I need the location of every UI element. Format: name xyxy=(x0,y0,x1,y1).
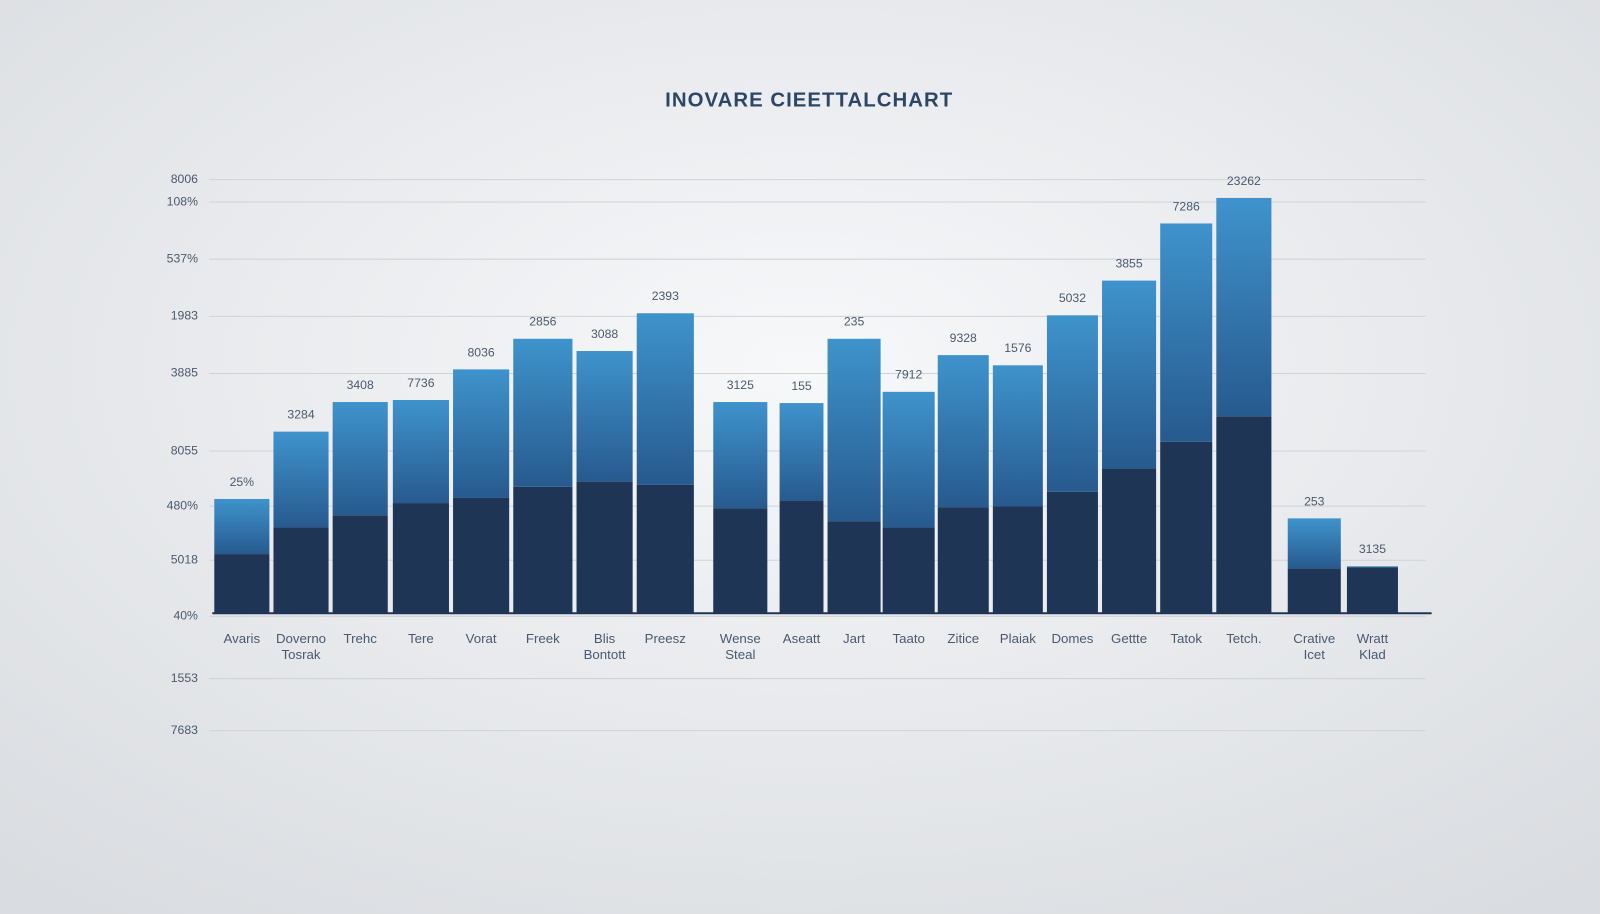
bar-segment xyxy=(882,391,935,528)
bar-segment xyxy=(392,399,449,504)
bar-segment xyxy=(827,338,881,522)
bar-segment xyxy=(713,402,768,509)
x-tick-label: Plaiak xyxy=(1000,630,1036,645)
x-tick-label: Crative Icet xyxy=(1293,630,1335,661)
data-label: 2856 xyxy=(529,315,556,329)
data-label: 7912 xyxy=(895,368,922,382)
x-tick-label: Tatok xyxy=(1170,630,1202,645)
x-tick-label: Wratt Klad xyxy=(1357,630,1389,661)
x-tick-label: Zitice xyxy=(947,630,979,645)
bar-segment xyxy=(1216,197,1272,417)
x-tick-label: Jart xyxy=(843,630,865,645)
bar-segment xyxy=(273,431,329,528)
data-label: 7736 xyxy=(407,376,434,390)
bar-segment xyxy=(1287,568,1341,614)
bar-segment xyxy=(1102,280,1157,469)
bar-segment xyxy=(273,527,329,614)
data-label: 3284 xyxy=(287,408,314,422)
bar-segment xyxy=(937,355,989,508)
data-label: 1576 xyxy=(1004,341,1031,355)
bar-segment xyxy=(992,506,1043,614)
bar-segment xyxy=(1046,315,1098,492)
y-tick-label: 8006 xyxy=(171,172,198,186)
bar-segment xyxy=(779,501,824,614)
x-tick-label: Aseatt xyxy=(783,630,821,645)
bar-segment xyxy=(1346,566,1398,568)
x-tick-label: Gettte xyxy=(1111,630,1147,645)
bar-segment xyxy=(1287,518,1341,569)
x-tick-label: Tere xyxy=(408,630,434,645)
bar-segment xyxy=(882,527,935,614)
data-label: 23262 xyxy=(1227,174,1261,188)
data-label: 3135 xyxy=(1359,542,1386,556)
y-tick-label: 7683 xyxy=(171,723,198,737)
bar-segment xyxy=(513,338,573,487)
data-label: 25% xyxy=(230,475,255,489)
x-tick-label: Vorat xyxy=(466,630,497,645)
y-tick-label: 1553 xyxy=(171,671,198,685)
bar-segment xyxy=(827,521,881,614)
y-tick-label: 480% xyxy=(167,498,198,512)
data-label: 3088 xyxy=(591,327,618,341)
bar-segment xyxy=(1102,468,1157,614)
bar-segment xyxy=(332,515,388,614)
plot: INOVARE CIEETTALCHART 8006 108% 537% 1983 38… xyxy=(167,89,1432,737)
data-label: 253 xyxy=(1304,494,1325,508)
data-label: 2393 xyxy=(652,289,679,303)
y-tick-label: 40% xyxy=(173,609,198,623)
x-tick-label: Tetch. xyxy=(1226,630,1261,645)
y-tick-label: 537% xyxy=(167,251,198,265)
y-tick-label: 1983 xyxy=(171,309,198,323)
bar-segment xyxy=(1216,416,1272,614)
x-tick-label: Blis Bontott xyxy=(584,630,626,661)
bar-segment xyxy=(453,369,510,498)
bar-segment xyxy=(453,497,510,614)
y-tick-label: 5018 xyxy=(171,552,198,566)
bar-segment xyxy=(214,498,270,555)
x-tick-label: Trehc xyxy=(344,630,378,645)
bar-segment xyxy=(636,313,694,485)
x-tick-label: Wense Steal xyxy=(720,630,761,661)
data-label: 9328 xyxy=(950,331,977,345)
x-tick-label: Doverno Tosrak xyxy=(276,630,326,661)
bar-segment xyxy=(513,486,573,614)
bar-segment xyxy=(576,481,633,614)
y-tick-label: 8055 xyxy=(171,443,198,457)
bar-segment xyxy=(992,365,1043,507)
x-tick-label: Avaris xyxy=(224,630,261,645)
data-label: 3855 xyxy=(1115,257,1142,271)
bar-segment xyxy=(332,402,388,516)
bar-segment xyxy=(576,351,633,482)
bar-segment xyxy=(392,503,449,614)
data-label: 8036 xyxy=(468,345,495,359)
bar-segment xyxy=(937,507,989,614)
y-tick-label: 3885 xyxy=(171,366,198,380)
bar-segment xyxy=(1346,567,1398,614)
y-tick-label: 108% xyxy=(167,194,198,208)
bar-segment xyxy=(1160,223,1213,442)
data-label: 235 xyxy=(844,315,865,329)
data-label: 3408 xyxy=(347,378,374,392)
data-label: 3125 xyxy=(727,378,754,392)
bar-segment xyxy=(214,554,270,614)
x-tick-label: Freek xyxy=(526,630,560,645)
bar-segment xyxy=(1160,441,1213,614)
bar-segment xyxy=(636,484,694,614)
bar-segment xyxy=(779,403,824,502)
data-label: 155 xyxy=(791,379,812,393)
bar-segment xyxy=(713,508,768,614)
chart-title: INOVARE CIEETTALCHART xyxy=(665,89,953,111)
x-tick-label: Domes xyxy=(1051,630,1093,645)
data-label: 5032 xyxy=(1059,291,1086,305)
x-tick-label: Taato xyxy=(892,630,924,645)
bar-segment xyxy=(1046,491,1098,614)
data-label: 7286 xyxy=(1173,199,1200,213)
x-tick-label: Preesz xyxy=(645,630,686,645)
